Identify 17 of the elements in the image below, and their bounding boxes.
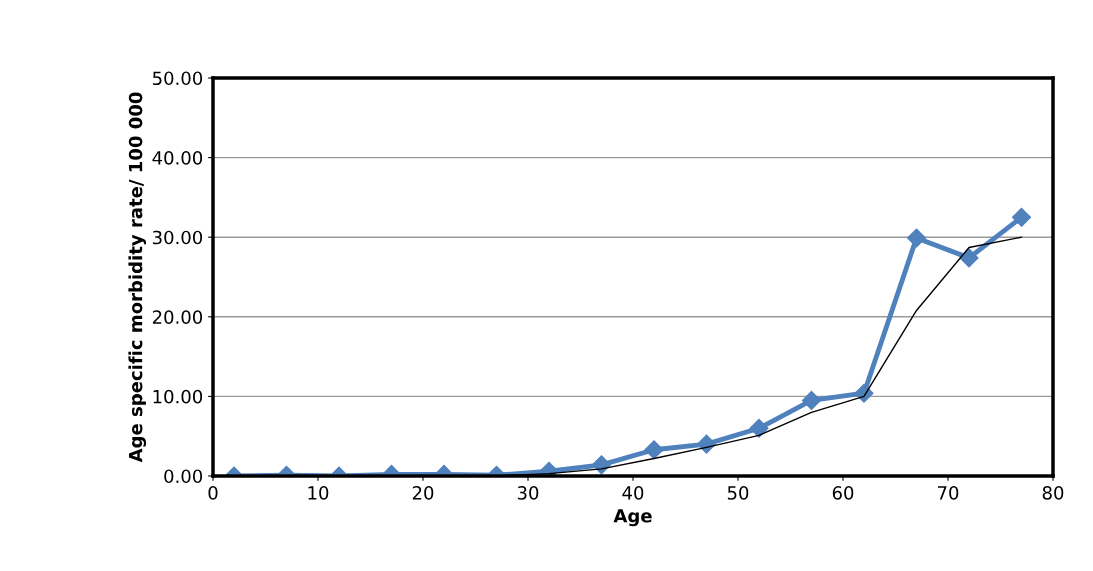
y-tick-label: 30.00 (152, 230, 203, 245)
x-axis-title: Age (613, 509, 652, 527)
x-tick-label: 0 (208, 486, 218, 500)
y-tick-label: 10.00 (153, 389, 203, 404)
x-tick-label: 30 (517, 486, 539, 500)
x-tick-label: 60 (832, 486, 854, 500)
x-tick-label: 40 (622, 486, 644, 500)
x-tick-label: 80 (1042, 486, 1064, 500)
x-tick-label: 70 (937, 486, 959, 500)
x-tick-label: 50 (727, 486, 749, 500)
x-tick-label: 10 (308, 486, 329, 500)
y-tick-label: 50.00 (152, 71, 203, 86)
y-tick-label: 40.00 (152, 151, 203, 165)
y-tick-label: 20.00 (152, 310, 203, 324)
y-tick-label: 0.00 (164, 469, 203, 484)
y-axis-title: Age specific morbidity rate/ 100 000 (128, 92, 147, 463)
x-tick-label: 20 (412, 486, 434, 500)
